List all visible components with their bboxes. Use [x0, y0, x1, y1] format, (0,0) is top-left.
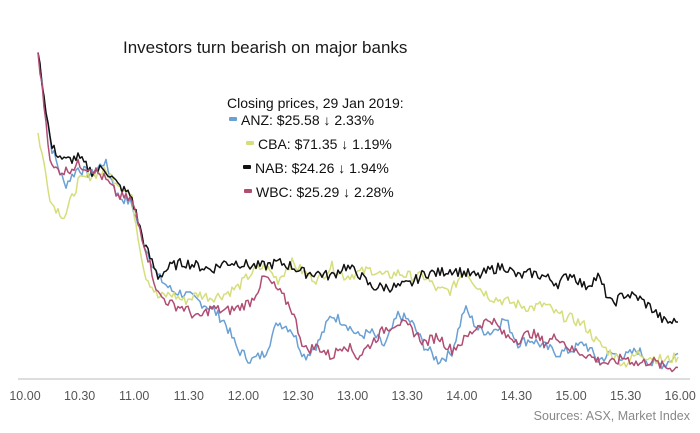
- x-tick-label: 14.00: [446, 389, 477, 403]
- series-line-nab: [37, 52, 678, 325]
- legend-label-wbc: WBC: $25.29 ↓ 2.28%: [256, 184, 394, 200]
- x-tick-label: 16.00: [665, 389, 696, 403]
- x-tick-label: 11.00: [119, 389, 149, 403]
- legend-swatch-nab: [243, 165, 251, 169]
- legend: ANZ: $25.58 ↓ 2.33% CBA: $71.35 ↓ 1.19% …: [229, 112, 394, 200]
- x-tick-label: 11.30: [174, 389, 204, 403]
- chart-subtitle: Closing prices, 29 Jan 2019:: [227, 95, 404, 111]
- legend-label-anz: ANZ: $25.58 ↓ 2.33%: [241, 112, 374, 128]
- legend-swatch-anz: [229, 117, 237, 121]
- x-tick-label: 14.30: [501, 389, 532, 403]
- x-tick-label: 10.00: [9, 389, 40, 403]
- legend-label-nab: NAB: $24.26 ↓ 1.94%: [255, 160, 389, 176]
- legend-swatch-wbc: [244, 189, 252, 193]
- x-tick-label: 12.30: [282, 389, 313, 403]
- x-tick-label: 12.00: [228, 389, 259, 403]
- x-axis-ticks: 10.00 10.30 11.00 11.30 12.00 12.30 13.00 13.30…: [9, 389, 696, 403]
- series-line-cba: [37, 132, 679, 368]
- x-tick-label: 15.30: [610, 389, 641, 403]
- source-note: Sources: ASX, Market Index: [534, 409, 691, 423]
- legend-label-cba: CBA: $71.35 ↓ 1.19%: [258, 136, 392, 152]
- x-tick-label: 13.30: [392, 389, 423, 403]
- legend-swatch-cba: [246, 141, 254, 145]
- x-tick-label: 15.00: [555, 389, 586, 403]
- series-line-wbc: [37, 52, 679, 373]
- chart-title: Investors turn bearish on major banks: [123, 38, 407, 57]
- x-tick-label: 13.00: [337, 389, 368, 403]
- plot-area: [37, 52, 679, 373]
- x-tick-label: 10.30: [64, 389, 95, 403]
